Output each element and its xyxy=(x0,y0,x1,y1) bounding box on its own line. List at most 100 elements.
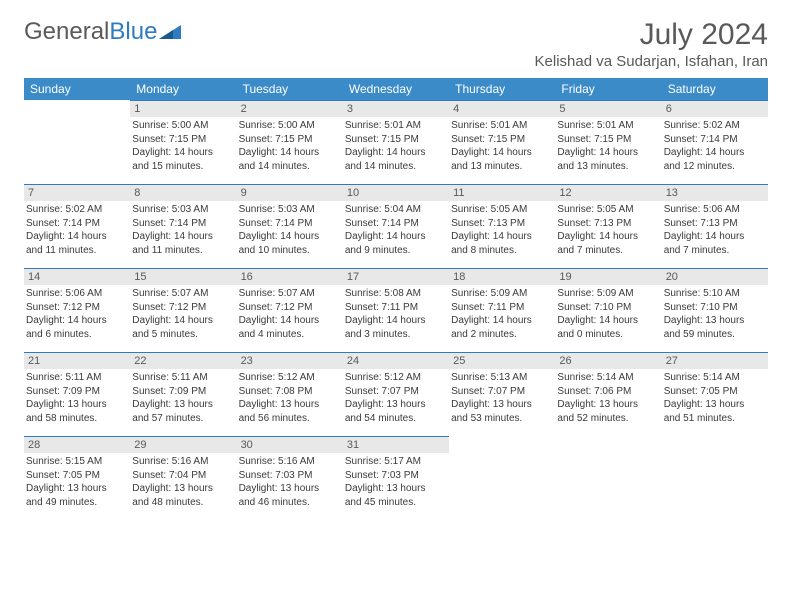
day-number: 8 xyxy=(130,184,236,201)
calendar-day-cell: 1Sunrise: 5:00 AMSunset: 7:15 PMDaylight… xyxy=(130,100,236,184)
sunrise-text: Sunrise: 5:01 AM xyxy=(345,119,449,133)
day-number: 28 xyxy=(24,436,130,453)
daylight-text-1: Daylight: 14 hours xyxy=(664,230,768,244)
weekday-header: Sunday xyxy=(24,78,130,100)
daylight-text-2: and 52 minutes. xyxy=(557,412,661,426)
daylight-text-2: and 13 minutes. xyxy=(557,160,661,174)
sunset-text: Sunset: 7:03 PM xyxy=(345,469,449,483)
calendar-day-cell: 8Sunrise: 5:03 AMSunset: 7:14 PMDaylight… xyxy=(130,184,236,268)
daylight-text-2: and 6 minutes. xyxy=(26,328,130,342)
sunset-text: Sunset: 7:08 PM xyxy=(239,385,343,399)
daylight-text-1: Daylight: 13 hours xyxy=(557,398,661,412)
day-number: 4 xyxy=(449,100,555,117)
daylight-text-2: and 48 minutes. xyxy=(132,496,236,510)
calendar-day-cell: 15Sunrise: 5:07 AMSunset: 7:12 PMDayligh… xyxy=(130,268,236,352)
daylight-text-1: Daylight: 14 hours xyxy=(557,230,661,244)
sunset-text: Sunset: 7:15 PM xyxy=(451,133,555,147)
sunset-text: Sunset: 7:12 PM xyxy=(132,301,236,315)
sunrise-text: Sunrise: 5:11 AM xyxy=(132,371,236,385)
location-label: Kelishad va Sudarjan, Isfahan, Iran xyxy=(535,53,768,70)
calendar-day-cell: 12Sunrise: 5:05 AMSunset: 7:13 PMDayligh… xyxy=(555,184,661,268)
sunset-text: Sunset: 7:13 PM xyxy=(451,217,555,231)
day-info: Sunrise: 5:13 AMSunset: 7:07 PMDaylight:… xyxy=(449,369,555,425)
sunset-text: Sunset: 7:14 PM xyxy=(239,217,343,231)
daylight-text-2: and 2 minutes. xyxy=(451,328,555,342)
calendar-day-cell: 5 Sunrise: 5:01 AMSunset: 7:15 PMDaylight… xyxy=(555,100,661,184)
day-info: Sunrise: 5:10 AMSunset: 7:10 PMDaylight:… xyxy=(662,285,768,341)
day-number: 16 xyxy=(237,268,343,285)
daylight-text-1: Daylight: 14 hours xyxy=(26,230,130,244)
calendar-day-cell: 7Sunrise: 5:02 AMSunset: 7:14 PMDaylight… xyxy=(24,184,130,268)
daylight-text-2: and 7 minutes. xyxy=(664,244,768,258)
sunrise-text: Sunrise: 5:15 AM xyxy=(26,455,130,469)
sunset-text: Sunset: 7:15 PM xyxy=(345,133,449,147)
daylight-text-1: Daylight: 13 hours xyxy=(451,398,555,412)
sunset-text: Sunset: 7:06 PM xyxy=(557,385,661,399)
calendar-page: GeneralBlue July 2024 Kelishad va Sudarj… xyxy=(0,0,792,538)
calendar-day-cell: 3Sunrise: 5:01 AMSunset: 7:15 PMDaylight… xyxy=(343,100,449,184)
calendar-day-cell: 25Sunrise: 5:13 AMSunset: 7:07 PMDayligh… xyxy=(449,352,555,436)
sunset-text: Sunset: 7:13 PM xyxy=(664,217,768,231)
daylight-text-2: and 58 minutes. xyxy=(26,412,130,426)
sunrise-text: Sunrise: 5:14 AM xyxy=(557,371,661,385)
day-number: 30 xyxy=(237,436,343,453)
calendar-day-cell xyxy=(24,100,130,184)
sunset-text: Sunset: 7:05 PM xyxy=(26,469,130,483)
calendar-week-row: 7Sunrise: 5:02 AMSunset: 7:14 PMDaylight… xyxy=(24,184,768,268)
day-number: 9 xyxy=(237,184,343,201)
calendar-day-cell: 19Sunrise: 5:09 AMSunset: 7:10 PMDayligh… xyxy=(555,268,661,352)
weekday-header: Thursday xyxy=(449,78,555,100)
sunrise-text: Sunrise: 5:12 AM xyxy=(345,371,449,385)
sunset-text: Sunset: 7:14 PM xyxy=(132,217,236,231)
daylight-text-1: Daylight: 13 hours xyxy=(132,482,236,496)
day-number: 17 xyxy=(343,268,449,285)
day-info: Sunrise: 5:06 AMSunset: 7:13 PMDaylight:… xyxy=(662,201,768,257)
sunset-text: Sunset: 7:03 PM xyxy=(239,469,343,483)
calendar-day-cell xyxy=(449,436,555,520)
sunrise-text: Sunrise: 5:13 AM xyxy=(451,371,555,385)
calendar-body: 1Sunrise: 5:00 AMSunset: 7:15 PMDaylight… xyxy=(24,100,768,520)
sunrise-text: Sunrise: 5:09 AM xyxy=(557,287,661,301)
daylight-text-1: Daylight: 13 hours xyxy=(239,482,343,496)
sunrise-text: Sunrise: 5:16 AM xyxy=(239,455,343,469)
day-number: 3 xyxy=(343,100,449,117)
daylight-text-1: Daylight: 13 hours xyxy=(664,314,768,328)
sunset-text: Sunset: 7:11 PM xyxy=(451,301,555,315)
calendar-week-row: 28Sunrise: 5:15 AMSunset: 7:05 PMDayligh… xyxy=(24,436,768,520)
sunset-text: Sunset: 7:09 PM xyxy=(26,385,130,399)
calendar-day-cell: 14Sunrise: 5:06 AMSunset: 7:12 PMDayligh… xyxy=(24,268,130,352)
calendar-day-cell: 22Sunrise: 5:11 AMSunset: 7:09 PMDayligh… xyxy=(130,352,236,436)
calendar-day-cell: 11Sunrise: 5:05 AMSunset: 7:13 PMDayligh… xyxy=(449,184,555,268)
calendar-day-cell: 26Sunrise: 5:14 AMSunset: 7:06 PMDayligh… xyxy=(555,352,661,436)
calendar-day-cell: 21Sunrise: 5:11 AMSunset: 7:09 PMDayligh… xyxy=(24,352,130,436)
day-number: 5 xyxy=(555,100,661,117)
calendar-day-cell xyxy=(662,436,768,520)
daylight-text-1: Daylight: 14 hours xyxy=(132,314,236,328)
sunrise-text: Sunrise: 5:07 AM xyxy=(239,287,343,301)
daylight-text-1: Daylight: 13 hours xyxy=(26,482,130,496)
daylight-text-1: Daylight: 14 hours xyxy=(239,314,343,328)
calendar-day-cell: 13Sunrise: 5:06 AMSunset: 7:13 PMDayligh… xyxy=(662,184,768,268)
day-info: Sunrise: 5:17 AMSunset: 7:03 PMDaylight:… xyxy=(343,453,449,509)
sunrise-text: Sunrise: 5:01 AM xyxy=(557,119,661,133)
daylight-text-1: Daylight: 14 hours xyxy=(557,146,661,160)
day-info: Sunrise: 5:01 AMSunset: 7:15 PMDaylight:… xyxy=(343,117,449,173)
day-number: 6 xyxy=(662,100,768,117)
sunset-text: Sunset: 7:15 PM xyxy=(557,133,661,147)
day-number: 22 xyxy=(130,352,236,369)
weekday-header: Friday xyxy=(555,78,661,100)
day-number: 11 xyxy=(449,184,555,201)
daylight-text-2: and 49 minutes. xyxy=(26,496,130,510)
calendar-day-cell: 6Sunrise: 5:02 AMSunset: 7:14 PMDaylight… xyxy=(662,100,768,184)
sunset-text: Sunset: 7:07 PM xyxy=(345,385,449,399)
daylight-text-2: and 5 minutes. xyxy=(132,328,236,342)
sunrise-text: Sunrise: 5:05 AM xyxy=(451,203,555,217)
calendar-day-cell: 30 Sunrise: 5:16 AMSunset: 7:03 PMDayligh… xyxy=(237,436,343,520)
sunset-text: Sunset: 7:15 PM xyxy=(239,133,343,147)
calendar-day-cell xyxy=(555,436,661,520)
weekday-header-row: Sunday Monday Tuesday Wednesday Thursday… xyxy=(24,78,768,100)
calendar-day-cell: 9Sunrise: 5:03 AMSunset: 7:14 PMDaylight… xyxy=(237,184,343,268)
logo: GeneralBlue xyxy=(24,18,181,46)
day-number: 15 xyxy=(130,268,236,285)
daylight-text-2: and 53 minutes. xyxy=(451,412,555,426)
